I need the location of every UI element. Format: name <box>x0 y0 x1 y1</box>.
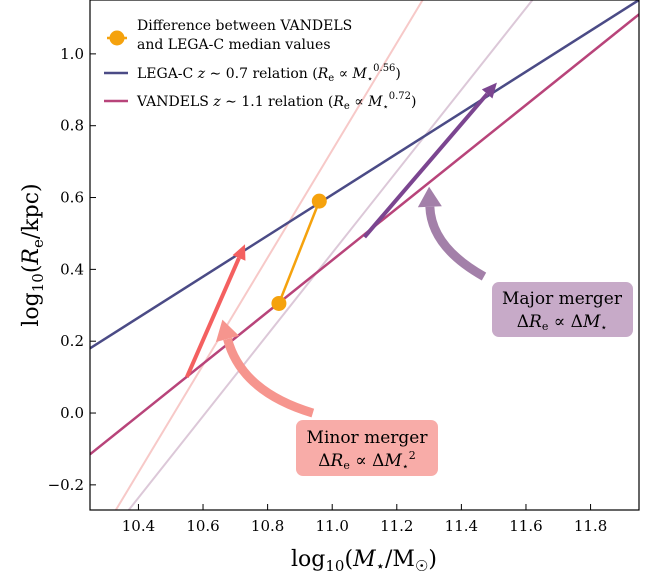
curved-arrow-0 <box>223 337 315 418</box>
x-tick-label: 11.2 <box>380 517 413 535</box>
minor-merger-annotation: Minor merger ΔRe ∝ ΔM⋆2 <box>296 420 438 476</box>
y-tick-label: −0.2 <box>48 476 84 494</box>
x-tick-label: 10.4 <box>122 517 155 535</box>
major-merger-annotation: Major merger ΔRe ∝ ΔM⋆ <box>492 282 633 337</box>
x-tick-label: 10.6 <box>186 517 219 535</box>
legend-label-difference-1: Difference between VANDELS <box>137 18 352 34</box>
legend-label-difference-2: and LEGA-C median values <box>137 37 331 53</box>
y-axis-title: log10(Re/kpc) <box>19 183 47 326</box>
x-tick-label: 11.6 <box>509 517 542 535</box>
series-line-0 <box>90 0 639 350</box>
legend-label-vandels: VANDELS z ∼ 1.1 relation (Re ∝ M⋆0.72) <box>136 91 417 113</box>
series-line-4 <box>277 200 321 304</box>
arrow-shaft-1 <box>362 92 489 239</box>
x-tick-label: 11.0 <box>316 517 349 535</box>
y-tick-label: 1.0 <box>60 45 84 63</box>
x-tick-label: 10.8 <box>251 517 284 535</box>
minor-merger-relation: ΔRe ∝ ΔM⋆2 <box>318 449 416 473</box>
plot-area <box>90 0 639 510</box>
x-tick-label: 11.4 <box>445 517 478 535</box>
x-tick-label: 11.8 <box>574 517 607 535</box>
y-tick-label: 0.0 <box>60 404 84 422</box>
y-tick-label: 0.2 <box>60 332 84 350</box>
minor-merger-box <box>296 420 438 476</box>
major-merger-relation: ΔRe ∝ ΔM⋆ <box>517 312 608 334</box>
difference-point-1 <box>311 193 327 209</box>
y-tick-label: 0.4 <box>60 260 84 278</box>
x-axis-title: log10(M⋆/M☉) <box>291 547 437 575</box>
major-merger-title: Major merger <box>502 289 623 309</box>
difference-point-0 <box>271 295 287 311</box>
minor-merger-title: Minor merger <box>307 428 429 448</box>
y-tick-label: 0.6 <box>60 189 84 207</box>
curved-arrow-head-1 <box>417 186 442 208</box>
y-tick-label: 0.8 <box>60 117 84 135</box>
plot-frame <box>89 0 640 511</box>
major-merger-box <box>492 282 633 337</box>
series-line-2 <box>114 0 424 510</box>
series-line-3 <box>127 0 534 510</box>
legend-label-legac: LEGA-C z ∼ 0.7 relation (Re ∝ M⋆0.56) <box>137 63 401 85</box>
axis-ticks: 10.4 10.6 10.8 11.0 11.2 11.4 11.6 11.8 −0.2 0.0 0… <box>48 45 608 535</box>
arrow-head-1 <box>481 82 497 99</box>
curved-arrow-head-0 <box>215 319 240 343</box>
legend: Difference between VANDELS and LEGA-C me… <box>104 18 417 113</box>
arrow-head-0 <box>232 244 246 261</box>
arrow-shaft-0 <box>185 257 241 378</box>
curved-arrow-1 <box>425 206 487 281</box>
